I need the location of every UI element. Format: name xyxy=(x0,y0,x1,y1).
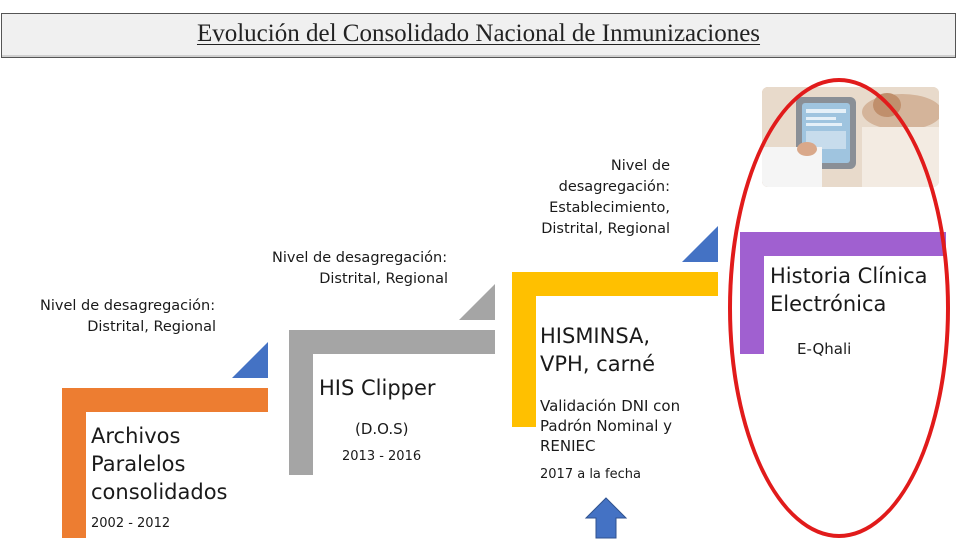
step-2-subtitle: (D.O.S) xyxy=(355,420,409,438)
step-3-title: HISMINSA, VPH, carné xyxy=(540,324,656,376)
step-3-corner-triangle xyxy=(682,226,718,262)
page-title: Evolución del Consolidado Nacional de In… xyxy=(196,19,761,47)
step-2-title: HIS Clipper xyxy=(319,376,436,400)
level-label-3: Nivel de desagregación: Establecimiento,… xyxy=(541,158,670,237)
step-3-detail: Validación DNI con Padrón Nominal y RENI… xyxy=(540,397,681,455)
step-3-years: 2017 a la fecha xyxy=(540,467,641,482)
highlight-oval xyxy=(728,78,950,538)
level-label-2: Nivel de desagregación: Distrital, Regio… xyxy=(272,250,448,287)
step-1-years: 2002 - 2012 xyxy=(91,516,171,531)
step-2-years: 2013 - 2016 xyxy=(342,449,422,464)
step-2-corner-triangle xyxy=(459,284,495,320)
level-label-1: Nivel de desagregación: Distrital, Regio… xyxy=(40,298,216,335)
up-arrow-icon xyxy=(584,497,628,539)
title-banner: Evolución del Consolidado Nacional de In… xyxy=(1,13,956,58)
step-1-corner-triangle xyxy=(232,342,268,378)
step-1-title: Archivos Paralelos consolidados xyxy=(91,424,228,504)
